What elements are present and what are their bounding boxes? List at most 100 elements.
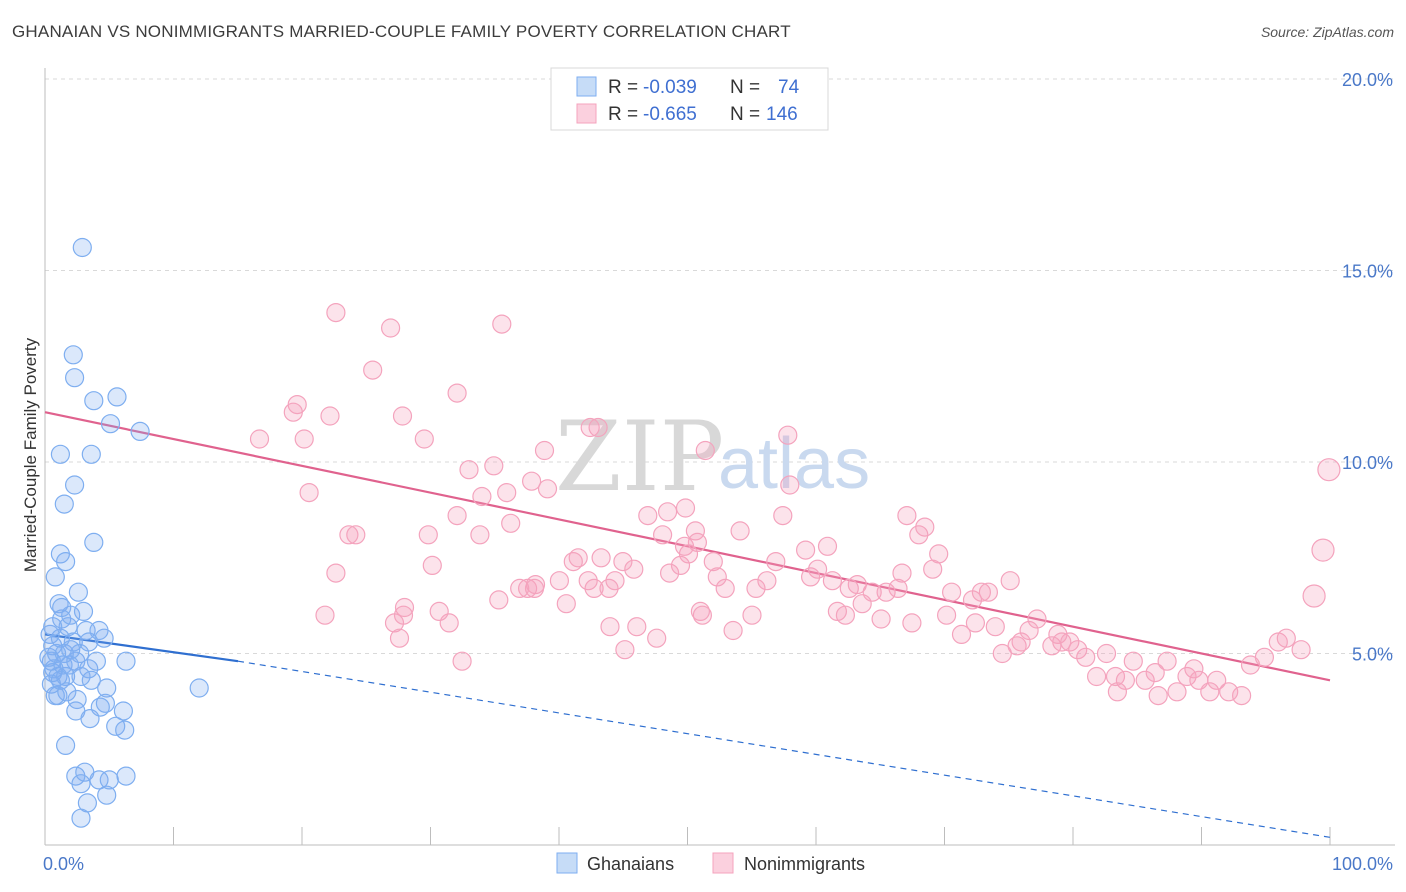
nonimmigrant-point	[392, 406, 413, 426]
ghanaian-point	[86, 651, 107, 671]
nonimmigrant-point	[249, 429, 270, 449]
nonimmigrant-point	[871, 609, 891, 629]
ghanaian-point	[59, 655, 80, 675]
y-tick-label: 20.0%	[1342, 70, 1393, 90]
nonimmigrant-point	[414, 429, 434, 449]
nonimmigrant-point	[822, 571, 843, 591]
nonimmigrant-point	[1115, 670, 1136, 690]
nonimmigrant-point	[422, 555, 442, 576]
nonimmigrant-point	[746, 578, 766, 599]
ghanaian-point	[43, 617, 63, 637]
watermark: ZIP atlas	[555, 401, 870, 513]
nonimmigrant-point	[703, 551, 723, 572]
ghanaian-point	[54, 494, 74, 514]
legend-swatch-nonimmigrants	[576, 103, 597, 124]
nonimmigrant-point	[795, 540, 816, 560]
nonimmigrant-point	[1000, 571, 1020, 591]
ghanaian-point	[71, 808, 91, 828]
nonimmigrant-point	[888, 578, 908, 599]
nonimmigrant-point	[363, 360, 383, 380]
ghanaian-point	[73, 601, 94, 622]
ghanaian-point	[50, 670, 71, 690]
nonimmigrant-point	[537, 479, 558, 499]
nonimmigrant-point	[800, 567, 821, 587]
nonimmigrant-point	[1076, 647, 1096, 667]
nonimmigrant-point	[1052, 632, 1072, 652]
nonimmigrant-point	[687, 532, 708, 553]
nonimmigrant-point	[847, 574, 867, 595]
nonimmigrant-point	[624, 559, 644, 579]
nonimmigrant-point	[1317, 458, 1341, 482]
nonimmigrant-point	[1060, 632, 1080, 652]
ghanaian-trend-extension	[237, 660, 1331, 838]
ghanaian-point	[64, 368, 85, 388]
nonimmigrant-point	[707, 567, 727, 587]
trend-lines	[44, 411, 1331, 838]
ghanaian-point	[81, 670, 101, 690]
legend-r-value-1: -0.039	[643, 77, 697, 98]
nonimmigrant-point	[459, 460, 479, 480]
ghanaian-point	[45, 567, 65, 587]
bottom-legend-swatch-ghanaians	[556, 852, 578, 874]
bottom-legend-ghanaians: Ghanaians	[587, 854, 674, 874]
legend-n-value-1: 74	[778, 77, 800, 98]
nonimmigrant-point	[647, 628, 667, 648]
nonimmigrant-point	[817, 536, 838, 556]
nonimmigrant-point	[1011, 632, 1031, 652]
nonimmigrant-point	[470, 525, 490, 545]
ghanaian-point	[58, 617, 78, 637]
ghanaian-point	[64, 475, 85, 495]
nonimmigrant-point	[524, 578, 545, 599]
nonimmigrant-point	[1145, 662, 1165, 683]
ghanaian-point	[68, 582, 89, 602]
nonimmigrant-point	[1135, 670, 1155, 690]
nonimmigrant-point	[613, 551, 633, 572]
ghanaian-point	[97, 678, 117, 698]
legend-n-label-2: N =	[730, 104, 760, 125]
nonimmigrant-point	[294, 429, 314, 449]
nonimmigrant-point	[742, 605, 762, 625]
y-axis-label: Married-Couple Family Poverty	[21, 337, 40, 572]
ghanaian-point	[189, 678, 209, 698]
ghanaian-point	[63, 632, 83, 652]
data-points	[39, 237, 1341, 828]
x-tick-label: 100.0%	[1332, 854, 1393, 874]
ghanaian-point	[55, 735, 76, 756]
ghanaian-point	[50, 444, 71, 464]
ghanaian-point	[107, 387, 127, 407]
nonimmigrant-point	[692, 605, 713, 625]
axes	[44, 68, 1395, 846]
legend-r-label-1: R =	[608, 77, 638, 98]
ghanaian-point	[84, 532, 104, 553]
nonimmigrant-point	[287, 395, 307, 415]
ghanaian-point	[79, 632, 99, 652]
nonimmigrant-point	[1148, 685, 1168, 706]
nonimmigrant-point	[941, 582, 962, 602]
nonimmigrant-point	[778, 425, 798, 445]
nonimmigrant-point	[346, 525, 366, 545]
nonimmigrant-point	[1184, 659, 1204, 679]
legend-r-value-2: -0.665	[643, 104, 697, 125]
nonimmigrant-point	[902, 613, 922, 633]
nonimmigrant-point	[1302, 584, 1326, 608]
ghanaian-trend-line	[44, 633, 239, 663]
ghanaian-point	[84, 391, 104, 411]
nonimmigrant-point	[915, 517, 935, 537]
nonimmigrant-point	[591, 548, 611, 568]
nonimmigrant-point	[1107, 682, 1128, 702]
nonimmigrant-point	[1207, 670, 1227, 690]
nonimmigrant-point	[1276, 628, 1296, 648]
nonimmigrant-point	[605, 571, 625, 591]
nonimmigrant-point	[326, 563, 346, 583]
nonimmigrant-point	[862, 582, 882, 602]
nonimmigrant-point	[1157, 651, 1177, 671]
ghanaian-point	[90, 697, 110, 717]
ghanaian-point	[116, 766, 136, 786]
nonimmigrant-point	[381, 318, 401, 338]
ghanaian-point	[72, 237, 92, 258]
chart-title: GHANAIAN VS NONIMMIGRANTS MARRIED-COUPLE…	[12, 22, 791, 41]
nonimmigrant-point	[670, 555, 691, 576]
nonimmigrant-point	[1177, 666, 1197, 687]
nonimmigrant-point	[1086, 666, 1107, 687]
